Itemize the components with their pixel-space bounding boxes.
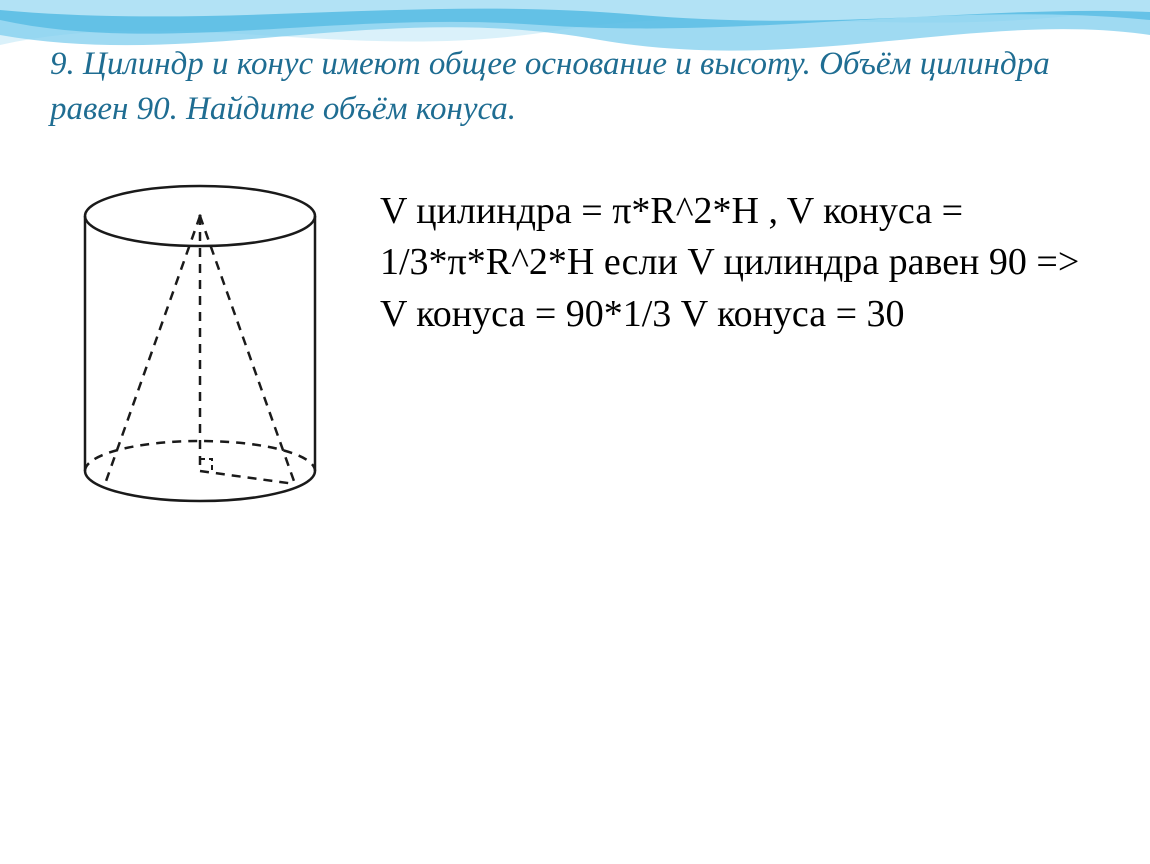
body-row: V цилиндра = π*R^2*H , V конуса = 1/3*π*… [50,151,1100,531]
solution-text: V цилиндра = π*R^2*H , V конуса = 1/3*π*… [380,151,1100,340]
slide-content: 9. Цилиндр и конус имеют общее основание… [0,0,1150,531]
problem-title: 9. Цилиндр и конус имеют общее основание… [50,42,1100,131]
cylinder-cone-diagram [50,171,350,531]
